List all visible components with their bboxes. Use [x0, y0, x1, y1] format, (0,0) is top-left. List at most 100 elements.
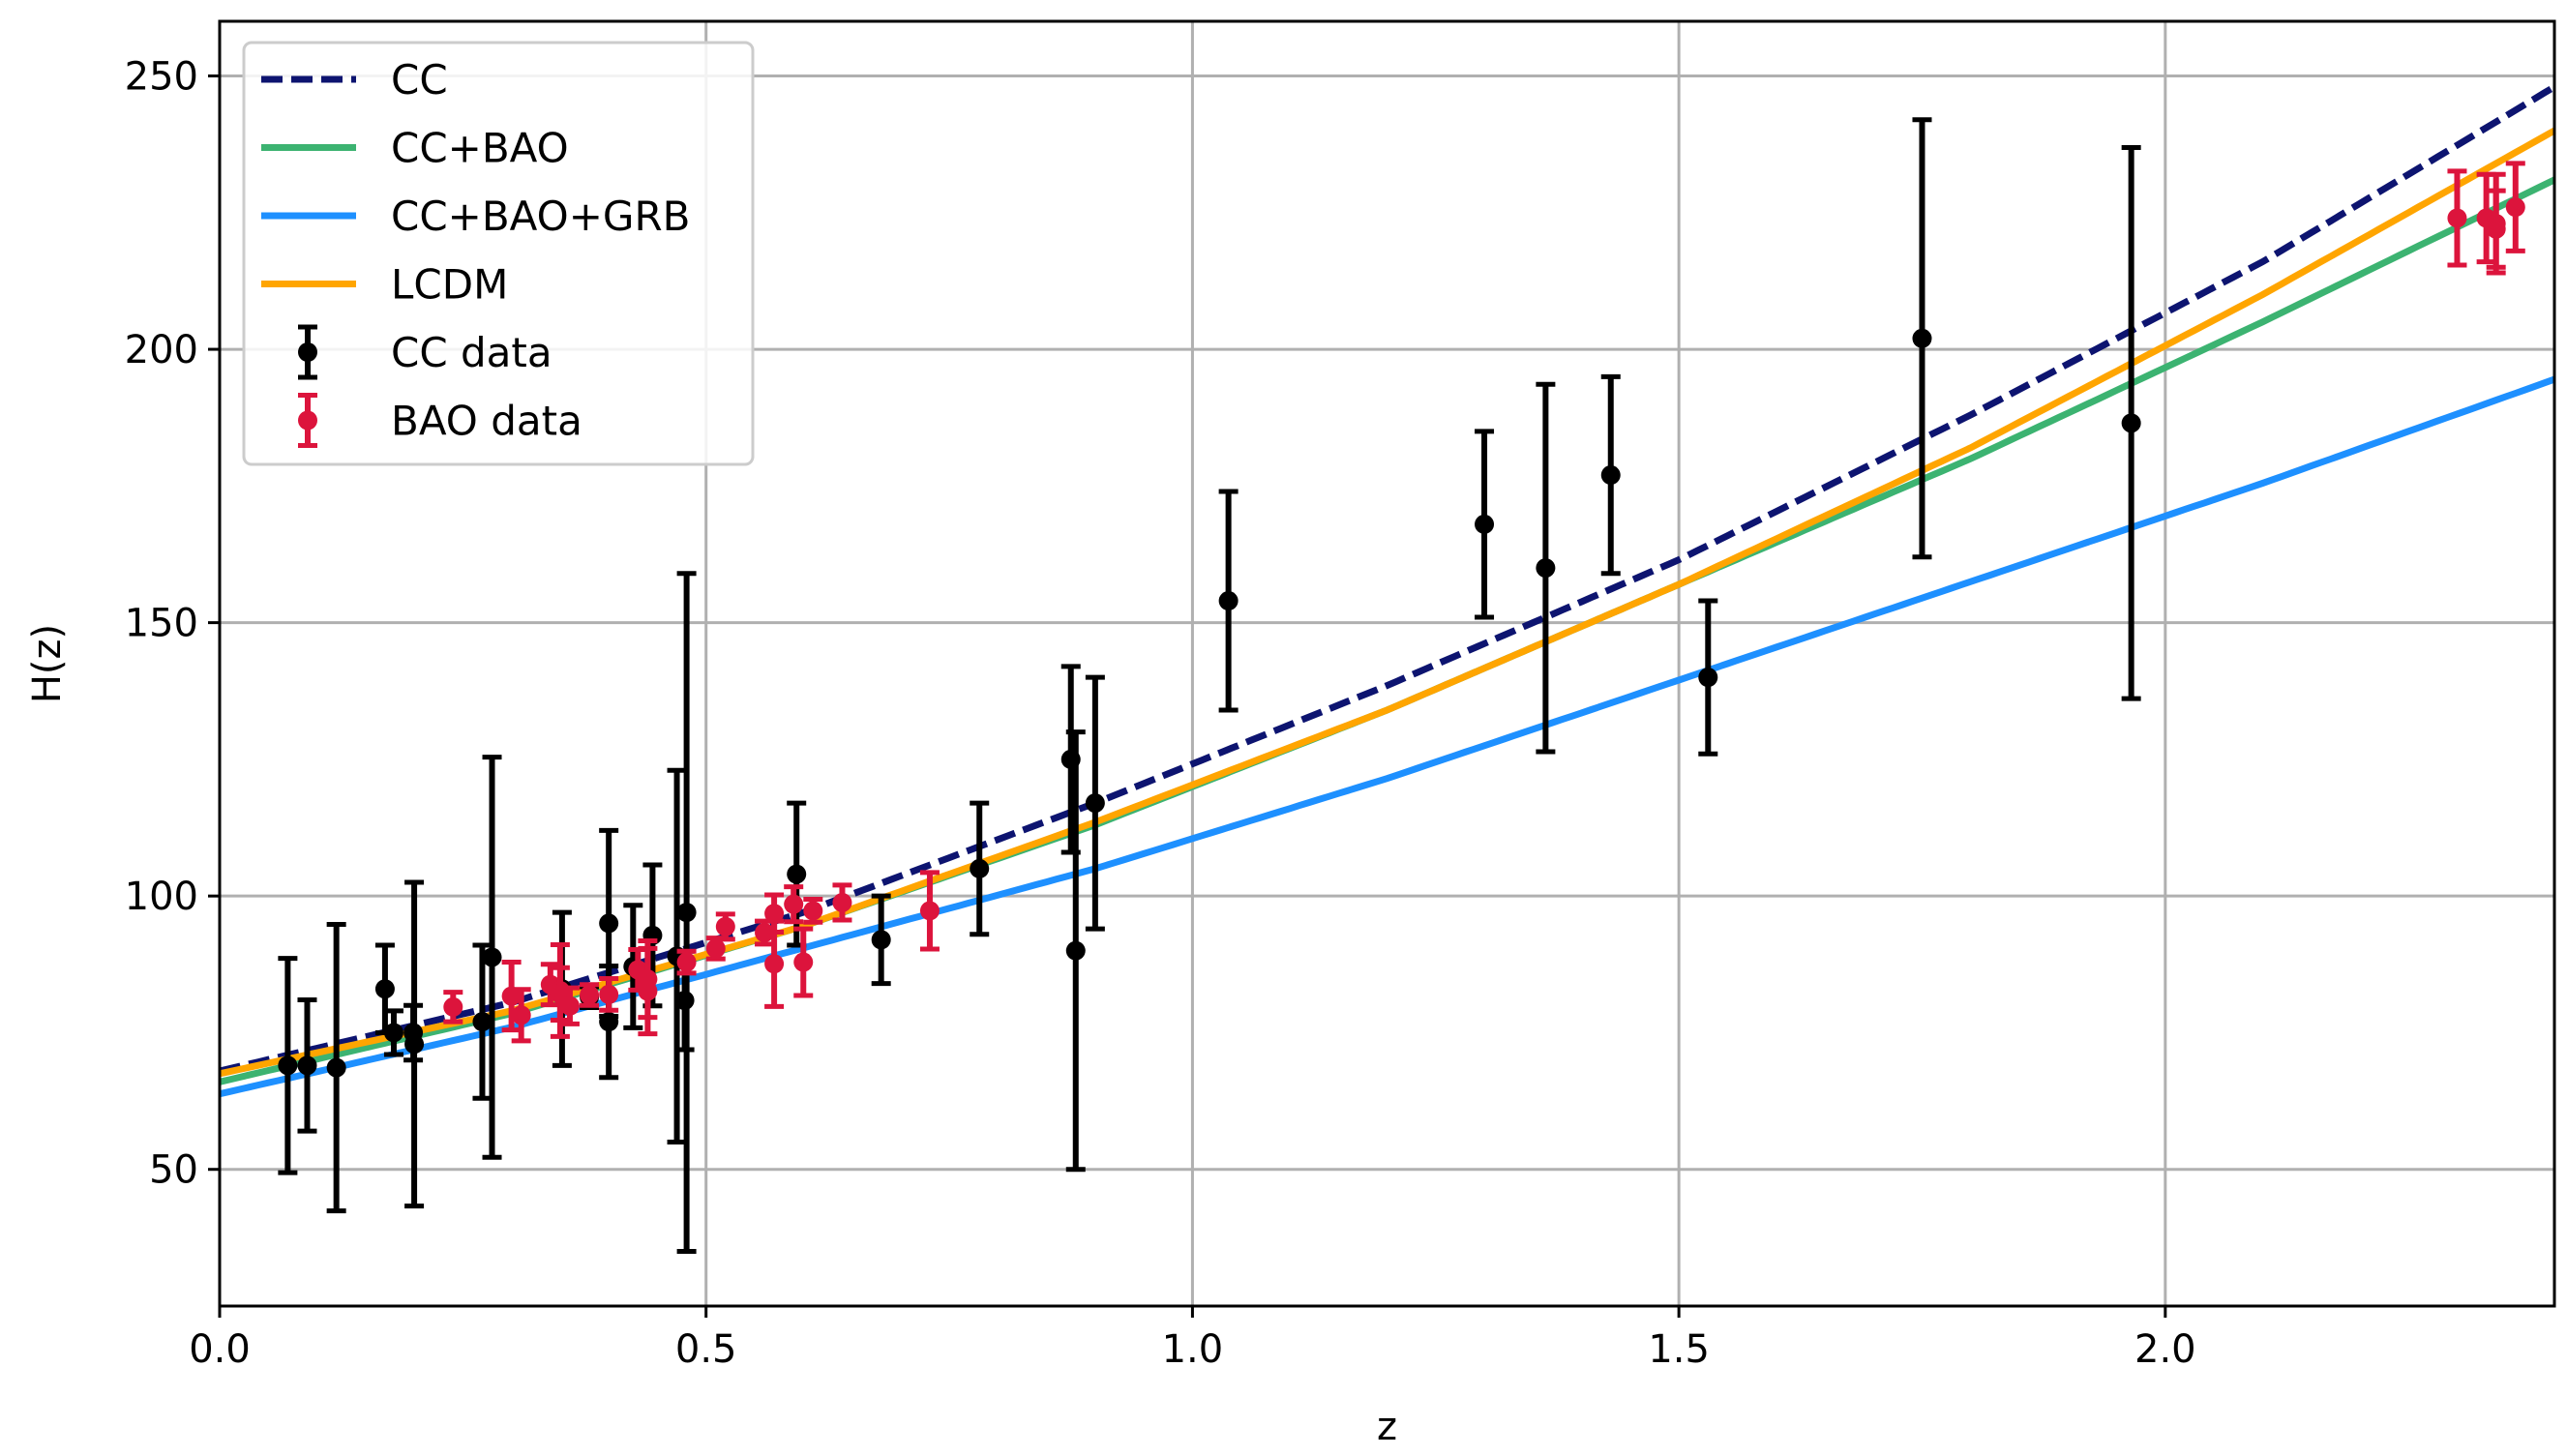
legend-label: CC data	[391, 329, 552, 376]
marker	[787, 864, 807, 884]
y-tick-label: 100	[125, 875, 198, 919]
marker	[404, 1034, 425, 1055]
marker	[764, 904, 785, 924]
cc-data-point	[1536, 381, 1556, 755]
cc-data-point	[970, 800, 990, 937]
bao-data-point	[2505, 161, 2525, 253]
marker	[784, 894, 804, 914]
marker	[278, 1055, 298, 1076]
marker	[326, 1057, 346, 1078]
marker	[793, 952, 814, 972]
legend-label: LCDM	[391, 261, 508, 309]
cc-data-point	[297, 997, 317, 1134]
bao-data-point	[676, 948, 697, 976]
marker	[599, 1012, 619, 1032]
x-tick-label: 1.0	[1162, 1327, 1224, 1372]
marker	[599, 984, 619, 1004]
legend-item: BAO data	[298, 393, 582, 448]
marker	[443, 996, 463, 1017]
legend-item: LCDM	[261, 261, 508, 309]
marker	[755, 923, 775, 943]
legend-box	[242, 41, 755, 466]
bao-data-point	[803, 897, 823, 925]
bao-data-point	[784, 884, 804, 925]
axis-ticks: 0.0 0.5 1.0 1.5 2.0 50 100 150 200 250	[125, 55, 2196, 1372]
marker	[1085, 793, 1105, 814]
marker	[764, 954, 785, 974]
marker	[1218, 591, 1239, 611]
bao-data-point	[638, 938, 658, 1021]
legend-item: CC data	[298, 324, 552, 380]
bao-data-point	[443, 990, 463, 1025]
marker	[2486, 214, 2506, 234]
cc-data-point	[676, 571, 697, 1254]
marker	[1912, 328, 1932, 348]
legend-marker	[298, 410, 317, 431]
bao-data-point	[540, 962, 560, 1008]
marker	[1600, 465, 1621, 486]
marker	[482, 947, 502, 967]
legend: CC CC+BAO CC+BAO+GRB LCDM CC data BAO data	[242, 41, 755, 466]
marker	[1065, 940, 1086, 961]
cc-data-point	[1218, 489, 1239, 713]
legend-item: CC+BAO+GRB	[261, 193, 690, 240]
cc-data-point	[1475, 429, 1495, 620]
marker	[511, 1005, 531, 1025]
bao-data-point	[755, 918, 775, 947]
marker	[705, 938, 726, 959]
cc-data-point	[1600, 373, 1621, 577]
marker	[803, 901, 823, 921]
marker	[383, 1023, 403, 1043]
bao-data-point	[793, 926, 814, 998]
legend-item: CC+BAO	[261, 125, 569, 172]
marker	[297, 1055, 317, 1076]
cc-data-point	[326, 922, 346, 1214]
bao-data-point	[919, 870, 940, 952]
y-tick-label: 250	[125, 55, 198, 100]
cc-data-point	[1065, 729, 1086, 1173]
marker	[970, 858, 990, 878]
x-tick-label: 2.0	[2134, 1327, 2196, 1372]
legend-marker	[298, 342, 317, 362]
x-tick-label: 0.5	[675, 1327, 737, 1372]
marker	[832, 892, 852, 912]
marker	[1698, 668, 1718, 688]
y-axis-label: H(z)	[25, 624, 70, 703]
marker	[919, 901, 940, 921]
cc-data-point	[278, 956, 298, 1175]
legend-label: CC+BAO	[391, 125, 569, 172]
y-tick-label: 50	[149, 1148, 198, 1193]
bao-data-point	[2447, 168, 2467, 268]
marker	[871, 930, 891, 950]
marker	[599, 913, 619, 934]
marker	[715, 916, 735, 936]
marker	[676, 952, 697, 972]
cc-data-point	[1912, 117, 1932, 560]
marker	[580, 985, 600, 1005]
marker	[2447, 208, 2467, 228]
bao-data-point	[580, 982, 600, 1008]
legend-item: CC	[261, 56, 448, 104]
bao-data-point	[559, 985, 580, 1026]
bao-data-point	[599, 976, 619, 1013]
x-axis-label: z	[1377, 1405, 1397, 1449]
bao-data-point	[511, 987, 531, 1044]
marker	[374, 979, 395, 999]
cc-data-point	[871, 893, 891, 987]
legend-label: CC+BAO+GRB	[391, 193, 690, 240]
cc-data-point	[404, 879, 425, 1209]
marker	[2505, 197, 2525, 218]
marker	[676, 903, 697, 923]
legend-label: CC	[391, 56, 448, 104]
plot-frame	[218, 19, 2556, 1308]
marker	[472, 1012, 493, 1032]
bao-data-point	[2486, 171, 2506, 276]
legend-label: BAO data	[391, 398, 582, 445]
bao-data-point	[715, 911, 735, 942]
cc-data-point	[1698, 598, 1718, 757]
x-tick-label: 0.0	[189, 1327, 251, 1372]
cc-data-point	[472, 942, 493, 1101]
marker	[638, 969, 658, 990]
